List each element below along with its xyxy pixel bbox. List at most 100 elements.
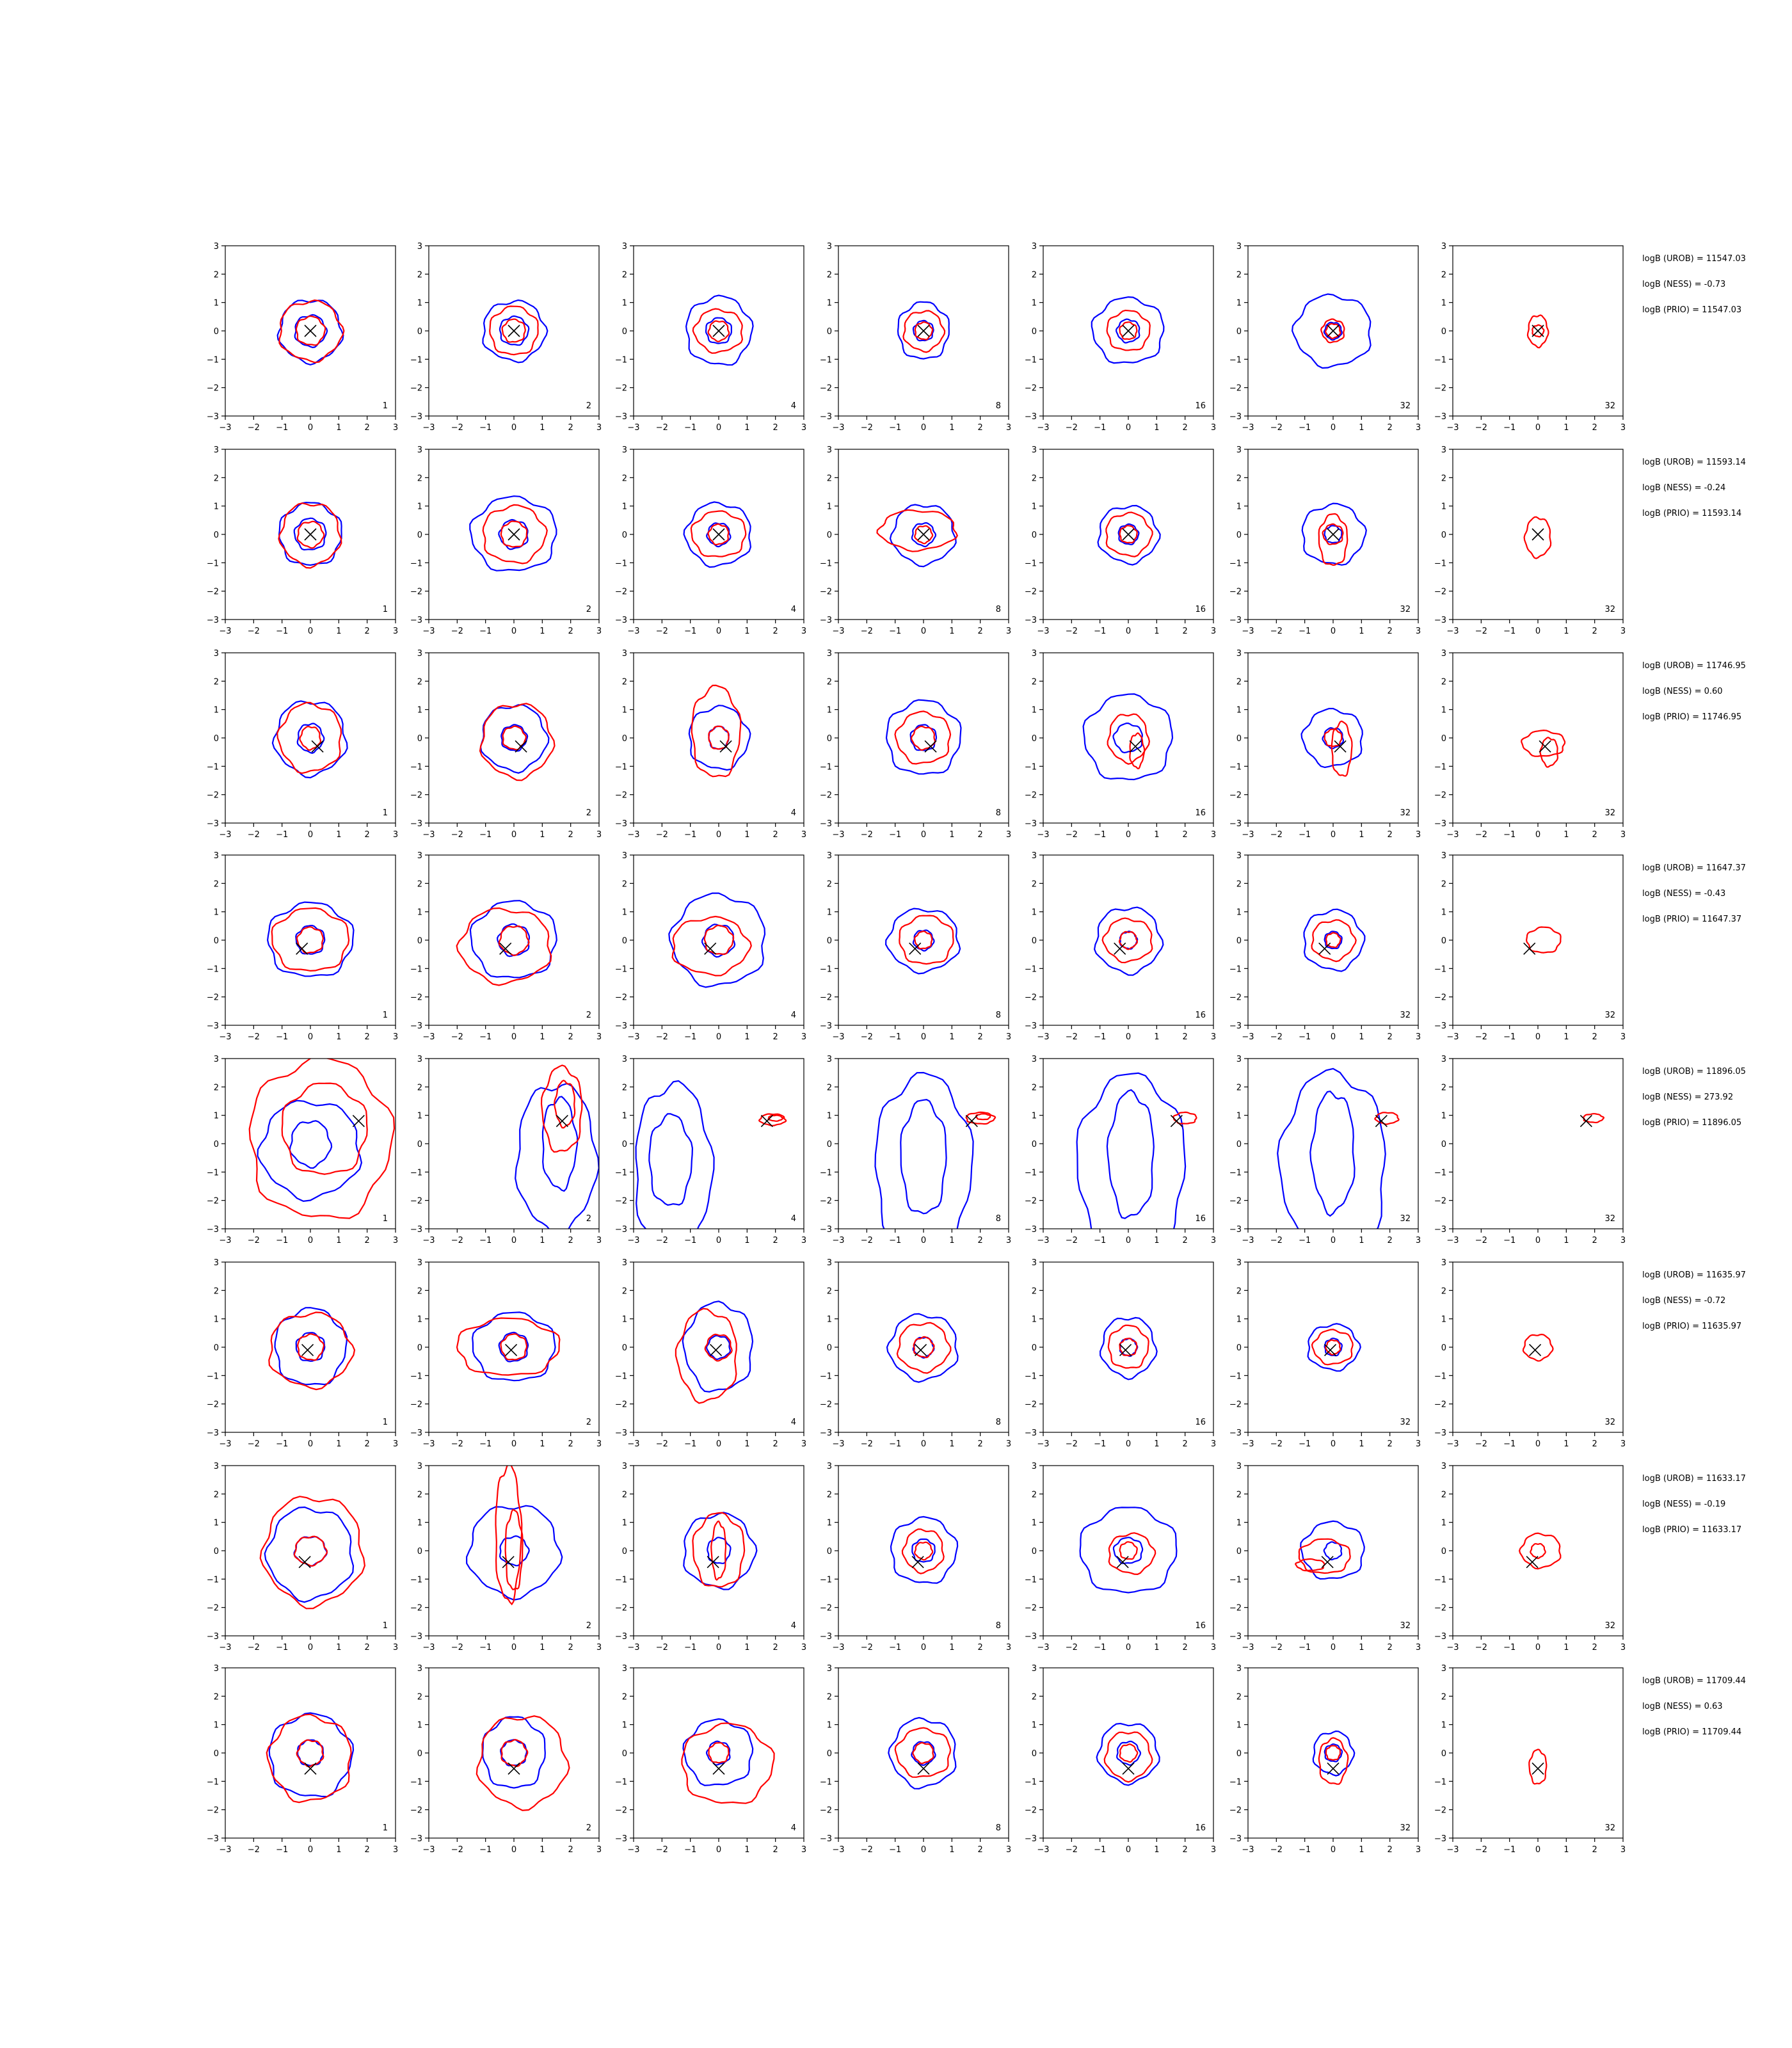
row-stat: logB (PRIO) = 11633.17: [1642, 1525, 1741, 1535]
row-stat: logB (NESS) = -0.72: [1642, 1296, 1725, 1306]
y-tick-label: 2: [622, 879, 627, 889]
x-tick-label: 1: [1359, 1439, 1364, 1449]
contours: [635, 1080, 787, 1229]
panel-r5-c1: −3−3 −2 −2 −1 −1 0 0 1 1 2 2 3 3 1: [207, 1055, 398, 1245]
x-tick-label: 1: [744, 1643, 749, 1652]
x-tick-label: 2: [1592, 1032, 1597, 1042]
x-tick-label: 1: [1154, 1643, 1159, 1652]
x-tick-label: 1: [1359, 627, 1364, 636]
y-tick-label: −3: [207, 1021, 219, 1031]
x-tick-label: 3: [1620, 1236, 1626, 1245]
y-tick-label: −1: [820, 762, 832, 772]
y-tick-label: −1: [1025, 964, 1037, 974]
row-stat: logB (UROB) = 11593.14: [1642, 458, 1746, 467]
x-tick-label: 1: [1359, 830, 1364, 840]
y-tick-label: −3: [207, 616, 219, 625]
x-tick-label: 1: [336, 1032, 341, 1042]
blue-contour: [1324, 1337, 1343, 1357]
panel-label: 1: [383, 1214, 388, 1224]
x-tick-label: −2: [1475, 1236, 1487, 1245]
y-tick-label: 0: [214, 936, 219, 946]
x-tick-label: −3: [422, 423, 435, 433]
x-tick-label: 2: [568, 1439, 573, 1449]
y-tick-label: −1: [410, 762, 422, 772]
y-tick-label: 2: [622, 1692, 627, 1702]
axes-frame: [633, 1465, 804, 1636]
x-tick-label: −3: [1446, 627, 1459, 636]
y-tick-label: −3: [1434, 1021, 1446, 1031]
x-tick-label: 2: [1183, 423, 1188, 433]
y-tick-label: 2: [1236, 1083, 1242, 1092]
row-stat: logB (PRIO) = 11635.97: [1642, 1322, 1741, 1331]
true-value-marker: [508, 528, 520, 541]
x-tick-label: 0: [1535, 1439, 1540, 1449]
contours: [1523, 516, 1552, 559]
y-tick-label: −3: [1229, 1428, 1242, 1438]
blue-contour: [1099, 1316, 1158, 1380]
y-tick-label: 2: [827, 1692, 832, 1702]
y-tick-label: −2: [820, 1197, 832, 1206]
x-tick-label: 2: [365, 1643, 370, 1652]
y-tick-label: −2: [1229, 1604, 1242, 1613]
x-tick-label: −3: [422, 1845, 435, 1855]
y-tick-label: −1: [615, 1168, 627, 1178]
blue-contour: [498, 1331, 529, 1363]
true-value-marker: [1116, 1556, 1129, 1569]
contours: [1528, 1748, 1548, 1785]
red-contour: [1528, 1748, 1548, 1785]
x-tick-label: −2: [1475, 423, 1487, 433]
y-tick-label: 3: [622, 445, 627, 455]
y-tick-label: 0: [417, 531, 422, 540]
contours: [886, 1313, 959, 1383]
x-tick-label: −1: [1503, 1845, 1516, 1855]
x-tick-label: −1: [684, 830, 696, 840]
red-contour: [703, 924, 735, 956]
y-tick-label: 2: [1441, 1490, 1446, 1500]
x-tick-label: −1: [276, 423, 288, 433]
y-tick-label: 1: [417, 299, 422, 308]
panel-label: 2: [586, 401, 591, 411]
x-tick-label: −1: [889, 627, 901, 636]
x-tick-label: −2: [1066, 1643, 1078, 1652]
x-tick-label: −2: [1066, 423, 1078, 433]
y-tick-label: −2: [615, 1604, 627, 1613]
panel-label: 8: [996, 1214, 1001, 1224]
contours: [1291, 293, 1372, 369]
y-tick-label: −1: [1025, 1168, 1037, 1178]
contours: [1523, 926, 1562, 955]
red-contour: [691, 684, 742, 778]
x-tick-label: 0: [511, 1236, 516, 1245]
x-tick-label: 3: [1620, 1643, 1626, 1652]
x-tick-label: 1: [336, 830, 341, 840]
y-tick-label: −1: [1434, 1372, 1446, 1381]
true-value-marker: [1532, 324, 1544, 337]
panel-label: 32: [1400, 1621, 1411, 1631]
x-tick-label: −2: [1066, 1845, 1078, 1855]
x-tick-label: −3: [627, 1032, 639, 1042]
x-tick-label: −1: [1503, 423, 1516, 433]
y-tick-label: −3: [1434, 819, 1446, 829]
x-tick-label: −2: [1475, 627, 1487, 636]
y-tick-label: −1: [1434, 762, 1446, 772]
x-tick-label: 0: [1331, 1236, 1336, 1245]
y-tick-label: 1: [1236, 1315, 1242, 1325]
y-tick-label: −3: [1025, 1021, 1037, 1031]
y-tick-label: −1: [207, 1372, 219, 1381]
panel-label: 4: [791, 808, 796, 818]
y-tick-label: 0: [1441, 1749, 1446, 1759]
blue-contour: [705, 522, 732, 548]
y-tick-label: 1: [827, 299, 832, 308]
x-tick-label: −1: [1503, 627, 1516, 636]
y-tick-label: 3: [1441, 1258, 1446, 1268]
y-tick-label: 2: [1236, 1490, 1242, 1500]
y-tick-label: 0: [417, 1749, 422, 1759]
red-contour: [1119, 1541, 1138, 1560]
true-value-marker: [499, 942, 512, 955]
panel-label: 1: [383, 1621, 388, 1631]
panel-r7-c7: −3−3 −2 −2 −1 −1 0 0 1 1 2 2 3 3 32: [1434, 1462, 1626, 1652]
x-tick-label: −3: [627, 1845, 639, 1855]
panel-label: 32: [1400, 401, 1411, 411]
panel-label: 2: [586, 808, 591, 818]
x-tick-label: −3: [422, 1439, 435, 1449]
y-tick-label: 1: [1236, 706, 1242, 716]
